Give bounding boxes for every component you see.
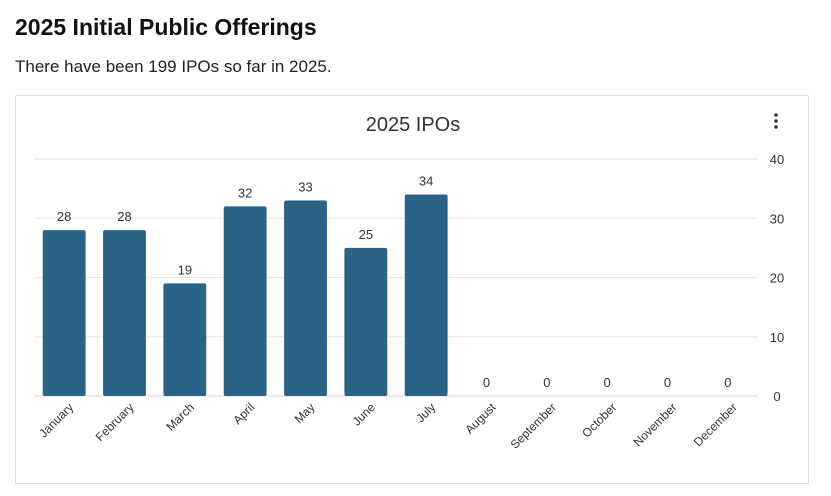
page-subtitle: There have been 199 IPOs so far in 2025. [15,57,332,76]
bar-january[interactable] [42,230,86,396]
y-tick-label: 20 [770,271,784,286]
x-tick-label: October [579,400,619,440]
y-tick-label: 30 [770,211,784,226]
bar-july[interactable] [404,194,448,396]
page-title: 2025 Initial Public Offerings [15,14,317,40]
data-label: 33 [298,179,312,194]
x-tick-label: March [163,400,196,433]
data-label: 0 [543,375,550,390]
y-tick-label: 0 [773,389,780,404]
bar-may[interactable] [284,200,327,396]
data-label: 0 [604,375,611,390]
data-label: 19 [178,262,192,277]
chart-menu-button[interactable] [769,110,783,132]
x-tick-label: January [36,400,76,440]
y-tick-label: 10 [770,330,784,345]
bar-february[interactable] [103,230,146,396]
x-tick-label: December [691,400,740,449]
x-tick-label: June [350,400,379,429]
data-label: 0 [664,375,671,390]
x-tick-label: July [413,400,438,425]
data-label: 0 [483,375,490,390]
data-label: 28 [57,209,71,224]
data-label: 28 [117,209,131,224]
data-label: 0 [724,375,731,390]
y-tick-label: 40 [770,152,784,167]
bar-april[interactable] [223,206,267,396]
data-label: 32 [238,185,252,200]
bar-march[interactable] [163,283,207,396]
x-tick-label: May [292,400,318,426]
x-tick-label: September [508,400,559,451]
x-tick-label: April [230,400,257,427]
bar-june[interactable] [344,247,388,396]
vertical-ellipsis-icon [774,113,778,129]
data-label: 25 [359,227,373,242]
chart-title: 2025 IPOs [366,114,461,136]
x-tick-label: February [93,400,137,444]
data-label: 34 [419,174,433,189]
x-tick-label: November [631,400,680,449]
x-tick-label: August [462,400,499,437]
